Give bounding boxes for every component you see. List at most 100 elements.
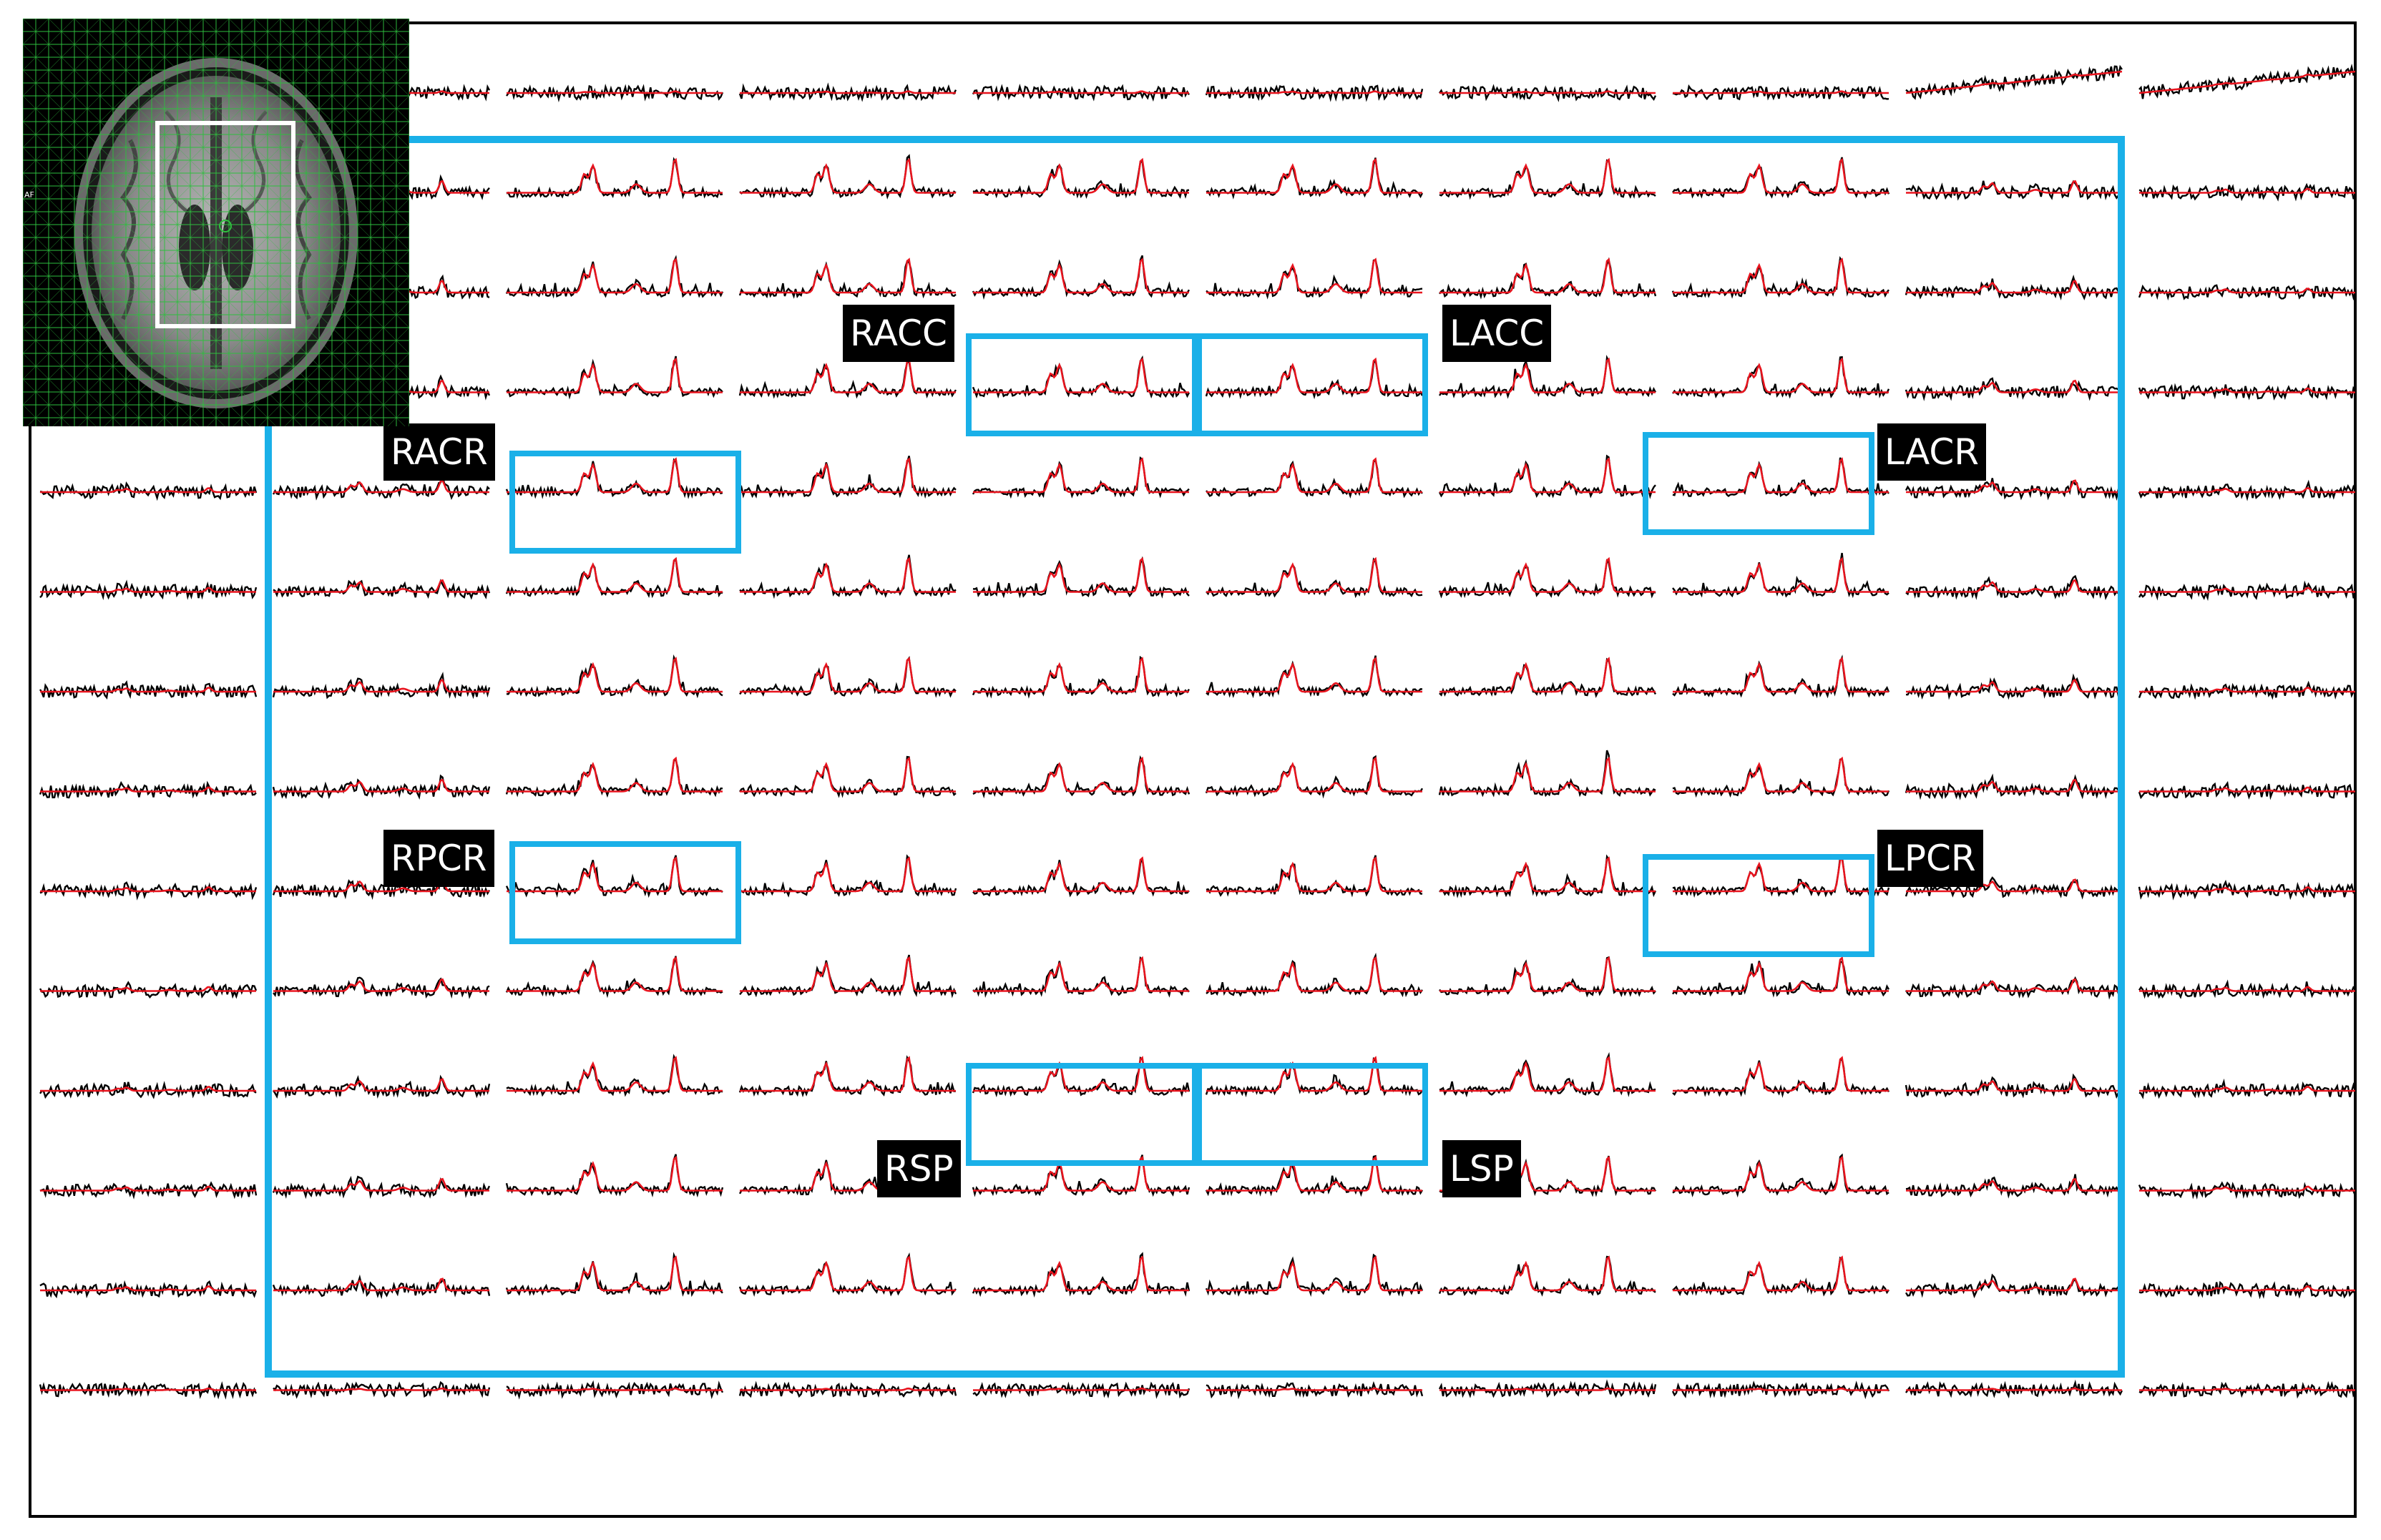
fitted-spectrum-trace — [507, 1056, 723, 1092]
fitted-spectrum-trace — [1906, 1177, 2122, 1192]
region-label-rpcr: RPCR — [383, 830, 494, 887]
measured-spectrum-trace — [1905, 876, 2123, 900]
fitted-spectrum-trace — [507, 856, 723, 893]
region-label-lacc: LACC — [1442, 305, 1552, 362]
measured-spectrum-trace — [739, 755, 957, 798]
fitted-spectrum-trace — [1206, 258, 1422, 294]
brain-mri-image: AF — [22, 18, 436, 431]
fitted-spectrum-trace — [1206, 556, 1422, 593]
inset-side-label: AF — [24, 190, 34, 200]
fitted-spectrum-trace — [1206, 956, 1422, 992]
fitted-spectrum-trace — [740, 556, 956, 593]
fitted-spectrum-trace — [740, 1255, 956, 1292]
measured-spectrum-trace — [1672, 84, 1889, 101]
measured-spectrum-trace — [2138, 780, 2357, 800]
fitted-spectrum-trace — [740, 457, 956, 494]
fitted-spectrum-trace — [740, 157, 956, 194]
fitted-spectrum-trace — [273, 679, 489, 693]
fitted-spectrum-trace — [2139, 687, 2355, 693]
measured-spectrum-trace — [1905, 673, 2123, 700]
measured-spectrum-trace — [1206, 258, 1423, 300]
fitted-spectrum-trace — [740, 357, 956, 393]
fitted-spectrum-trace — [1673, 457, 1889, 494]
measured-spectrum-trace — [1905, 180, 2123, 201]
region-label-racr: RACR — [383, 423, 495, 481]
fitted-spectrum-trace — [1673, 258, 1889, 294]
roi-box-racc — [966, 333, 1198, 436]
fitted-spectrum-trace — [273, 1177, 489, 1192]
fitted-spectrum-trace — [507, 1255, 723, 1292]
measured-spectrum-trace — [972, 1154, 1190, 1197]
fitted-spectrum-trace — [1206, 856, 1422, 893]
region-label-rsp: RSP — [877, 1140, 961, 1197]
fitted-spectrum-trace — [1906, 379, 2122, 393]
fitted-spectrum-trace — [273, 1387, 489, 1391]
fitted-spectrum-trace — [40, 886, 256, 893]
fitted-spectrum-trace — [40, 1387, 256, 1391]
fitted-spectrum-trace — [1673, 1056, 1889, 1092]
fitted-spectrum-trace — [2139, 187, 2355, 194]
fitted-spectrum-trace — [2139, 1285, 2355, 1292]
fitted-spectrum-trace — [1439, 856, 1656, 893]
measured-spectrum-trace — [1672, 157, 1890, 199]
fitted-spectrum-trace — [740, 1387, 956, 1391]
measured-spectrum-trace — [739, 854, 957, 898]
roi-box-lsp — [1196, 1063, 1428, 1166]
fitted-spectrum-trace — [1206, 1056, 1422, 1092]
fitted-spectrum-trace — [273, 878, 489, 893]
measured-spectrum-trace — [1438, 454, 1656, 499]
fitted-spectrum-trace — [507, 258, 723, 294]
region-label-racc: RACC — [843, 305, 954, 362]
measured-spectrum-trace — [972, 84, 1190, 102]
fitted-spectrum-trace — [1906, 579, 2122, 593]
measured-spectrum-trace — [39, 981, 258, 999]
fitted-spectrum-trace — [740, 956, 956, 992]
fitted-spectrum-trace — [40, 986, 256, 992]
fitted-spectrum-trace — [2139, 886, 2355, 893]
measured-spectrum-trace — [1672, 654, 1890, 699]
measured-spectrum-trace — [39, 780, 257, 799]
fitted-spectrum-trace — [1439, 90, 1656, 94]
fitted-spectrum-trace — [273, 579, 489, 593]
measured-spectrum-trace — [1438, 1379, 1657, 1398]
fitted-spectrum-trace — [1673, 1387, 1889, 1391]
fitted-spectrum-trace — [2139, 986, 2355, 992]
fitted-spectrum-trace — [973, 657, 1189, 693]
fitted-spectrum-trace — [1206, 1255, 1422, 1292]
measured-spectrum-trace — [1905, 1073, 2123, 1099]
fitted-spectrum-trace — [40, 587, 256, 593]
measured-spectrum-trace — [1205, 1253, 1424, 1298]
measured-spectrum-trace — [505, 759, 723, 798]
fitted-spectrum-trace — [1673, 157, 1889, 194]
measured-spectrum-trace — [2138, 1078, 2357, 1099]
fitted-spectrum-trace — [973, 1255, 1189, 1292]
fitted-spectrum-trace — [40, 1285, 256, 1292]
fitted-spectrum-trace — [40, 687, 256, 693]
fitted-spectrum-trace — [1439, 157, 1656, 194]
fitted-spectrum-trace — [2139, 487, 2355, 494]
fitted-spectrum-trace — [1906, 1277, 2122, 1292]
fitted-spectrum-trace — [507, 157, 723, 194]
fitted-spectrum-trace — [973, 90, 1189, 94]
fitted-spectrum-trace — [2139, 1185, 2355, 1192]
fitted-spectrum-trace — [1439, 457, 1656, 494]
fitted-spectrum-trace — [740, 258, 956, 294]
measured-spectrum-trace — [2138, 680, 2356, 700]
fitted-spectrum-trace — [1906, 679, 2122, 693]
fitted-spectrum-trace — [1906, 778, 2122, 793]
roi-box-lacr — [1643, 432, 1874, 535]
measured-spectrum-trace — [1439, 84, 1657, 102]
fitted-spectrum-trace — [1206, 90, 1422, 94]
whole-brain-roi-box — [265, 136, 2125, 1378]
fitted-spectrum-trace — [1673, 956, 1889, 992]
measured-spectrum-trace — [972, 1056, 1190, 1098]
measured-spectrum-trace — [39, 1280, 258, 1299]
measured-spectrum-trace — [1672, 1057, 1890, 1098]
measured-spectrum-trace — [1439, 1051, 1656, 1098]
measured-spectrum-trace — [273, 1380, 491, 1399]
measured-spectrum-trace — [2138, 979, 2356, 999]
measured-spectrum-trace — [2138, 63, 2356, 99]
measured-spectrum-trace — [739, 554, 957, 599]
measured-spectrum-trace — [39, 579, 258, 601]
